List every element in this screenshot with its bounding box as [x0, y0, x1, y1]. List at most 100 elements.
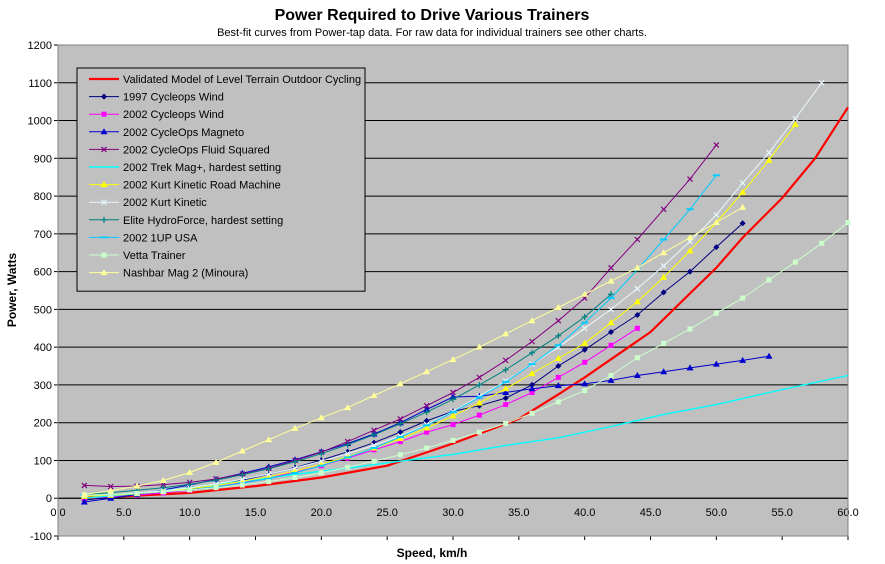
legend-label: 2002 Kurt Kinetic Road Machine: [123, 180, 281, 192]
data-point: [160, 489, 166, 495]
data-point: [766, 277, 772, 283]
data-point: [344, 404, 352, 411]
data-point: [739, 356, 747, 363]
legend-item: Vetta Trainer: [89, 250, 186, 262]
data-point: [213, 485, 219, 491]
data-point: [265, 471, 272, 477]
data-point: [528, 317, 536, 324]
data-point: [397, 415, 404, 422]
y-tick-label: 700: [34, 229, 52, 241]
data-point: [423, 368, 431, 375]
data-point: [107, 494, 115, 501]
data-point: [660, 249, 668, 256]
x-tick-label: 20.0: [311, 507, 332, 519]
legend-marker: [101, 252, 107, 258]
data-point: [608, 342, 614, 348]
y-tick-label: 600: [34, 267, 52, 279]
legend-marker: [101, 111, 107, 117]
data-point: [134, 490, 140, 496]
data-point: [476, 429, 482, 435]
data-point: [608, 329, 614, 336]
legend-label: Elite HydroForce, hardest setting: [123, 215, 283, 227]
y-tick-label: 1100: [28, 78, 52, 90]
data-point: [791, 120, 799, 127]
data-point: [660, 263, 667, 269]
data-point: [713, 142, 720, 149]
y-tick-label: 900: [34, 153, 52, 165]
data-point: [739, 220, 746, 227]
data-point: [450, 422, 456, 428]
data-point: [581, 313, 588, 320]
data-point: [396, 435, 404, 442]
data-point: [819, 240, 825, 246]
data-point: [581, 380, 589, 387]
data-point: [475, 343, 483, 350]
legend-label: 2002 CycleOps Fluid Squared: [123, 144, 270, 156]
data-point: [792, 259, 798, 265]
data-point: [186, 469, 194, 476]
x-tick-label: 45.0: [640, 507, 661, 519]
x-tick-label: 55.0: [771, 507, 792, 519]
data-point: [80, 498, 88, 505]
data-point: [713, 310, 719, 316]
x-tick-label: 15.0: [245, 507, 266, 519]
legend-item: 2002 Cycleops Wind: [89, 109, 224, 121]
data-point: [265, 436, 273, 443]
data-point: [739, 179, 746, 186]
data-point: [397, 420, 404, 427]
data-point: [634, 355, 640, 361]
data-point: [554, 354, 562, 361]
legend-label: Vetta Trainer: [123, 250, 186, 262]
data-point: [450, 437, 456, 443]
y-tick-label: 800: [34, 191, 52, 203]
data-point: [397, 452, 403, 458]
data-point: [475, 399, 483, 406]
data-point: [503, 402, 509, 408]
data-point: [213, 477, 219, 484]
data-point: [687, 268, 693, 275]
data-point: [318, 470, 324, 476]
data-point: [555, 363, 562, 370]
data-point: [81, 482, 88, 489]
series-line: [84, 222, 849, 496]
data-point: [450, 396, 456, 403]
data-point: [239, 471, 246, 478]
data-point: [661, 340, 667, 346]
data-point: [265, 465, 272, 472]
data-point: [686, 364, 694, 371]
data-point: [582, 388, 588, 394]
legend-item: 2002 Trek Mag+, hardest setting: [89, 162, 281, 174]
series-11: [80, 203, 747, 497]
data-point: [608, 291, 614, 298]
data-point: [608, 306, 614, 313]
data-point: [634, 236, 641, 243]
data-point: [608, 264, 614, 271]
data-point: [686, 234, 694, 241]
data-point: [318, 458, 325, 465]
data-point: [818, 79, 825, 86]
chart-subtitle: Best-fit curves from Power-tap data. For…: [217, 27, 647, 39]
data-point: [371, 431, 377, 438]
legend-item: Elite HydroForce, hardest setting: [89, 215, 283, 227]
data-point: [108, 491, 114, 497]
y-tick-label: -100: [30, 531, 52, 543]
series-line: [84, 206, 743, 495]
legend-box: [76, 67, 366, 292]
y-tick-label: 200: [34, 418, 52, 430]
data-point: [397, 439, 403, 445]
data-point: [292, 458, 298, 465]
data-point: [766, 149, 772, 156]
data-point: [502, 388, 510, 395]
data-point: [133, 482, 141, 489]
legend-item: 2002 Kurt Kinetic: [89, 197, 207, 209]
data-point: [529, 349, 535, 356]
data-point: [528, 385, 536, 392]
data-point: [712, 360, 720, 367]
data-point: [686, 247, 694, 254]
legend-marker: [101, 146, 107, 153]
x-tick-label: 25.0: [376, 507, 397, 519]
data-point: [554, 303, 562, 310]
data-point: [712, 219, 720, 226]
data-point: [765, 352, 773, 359]
